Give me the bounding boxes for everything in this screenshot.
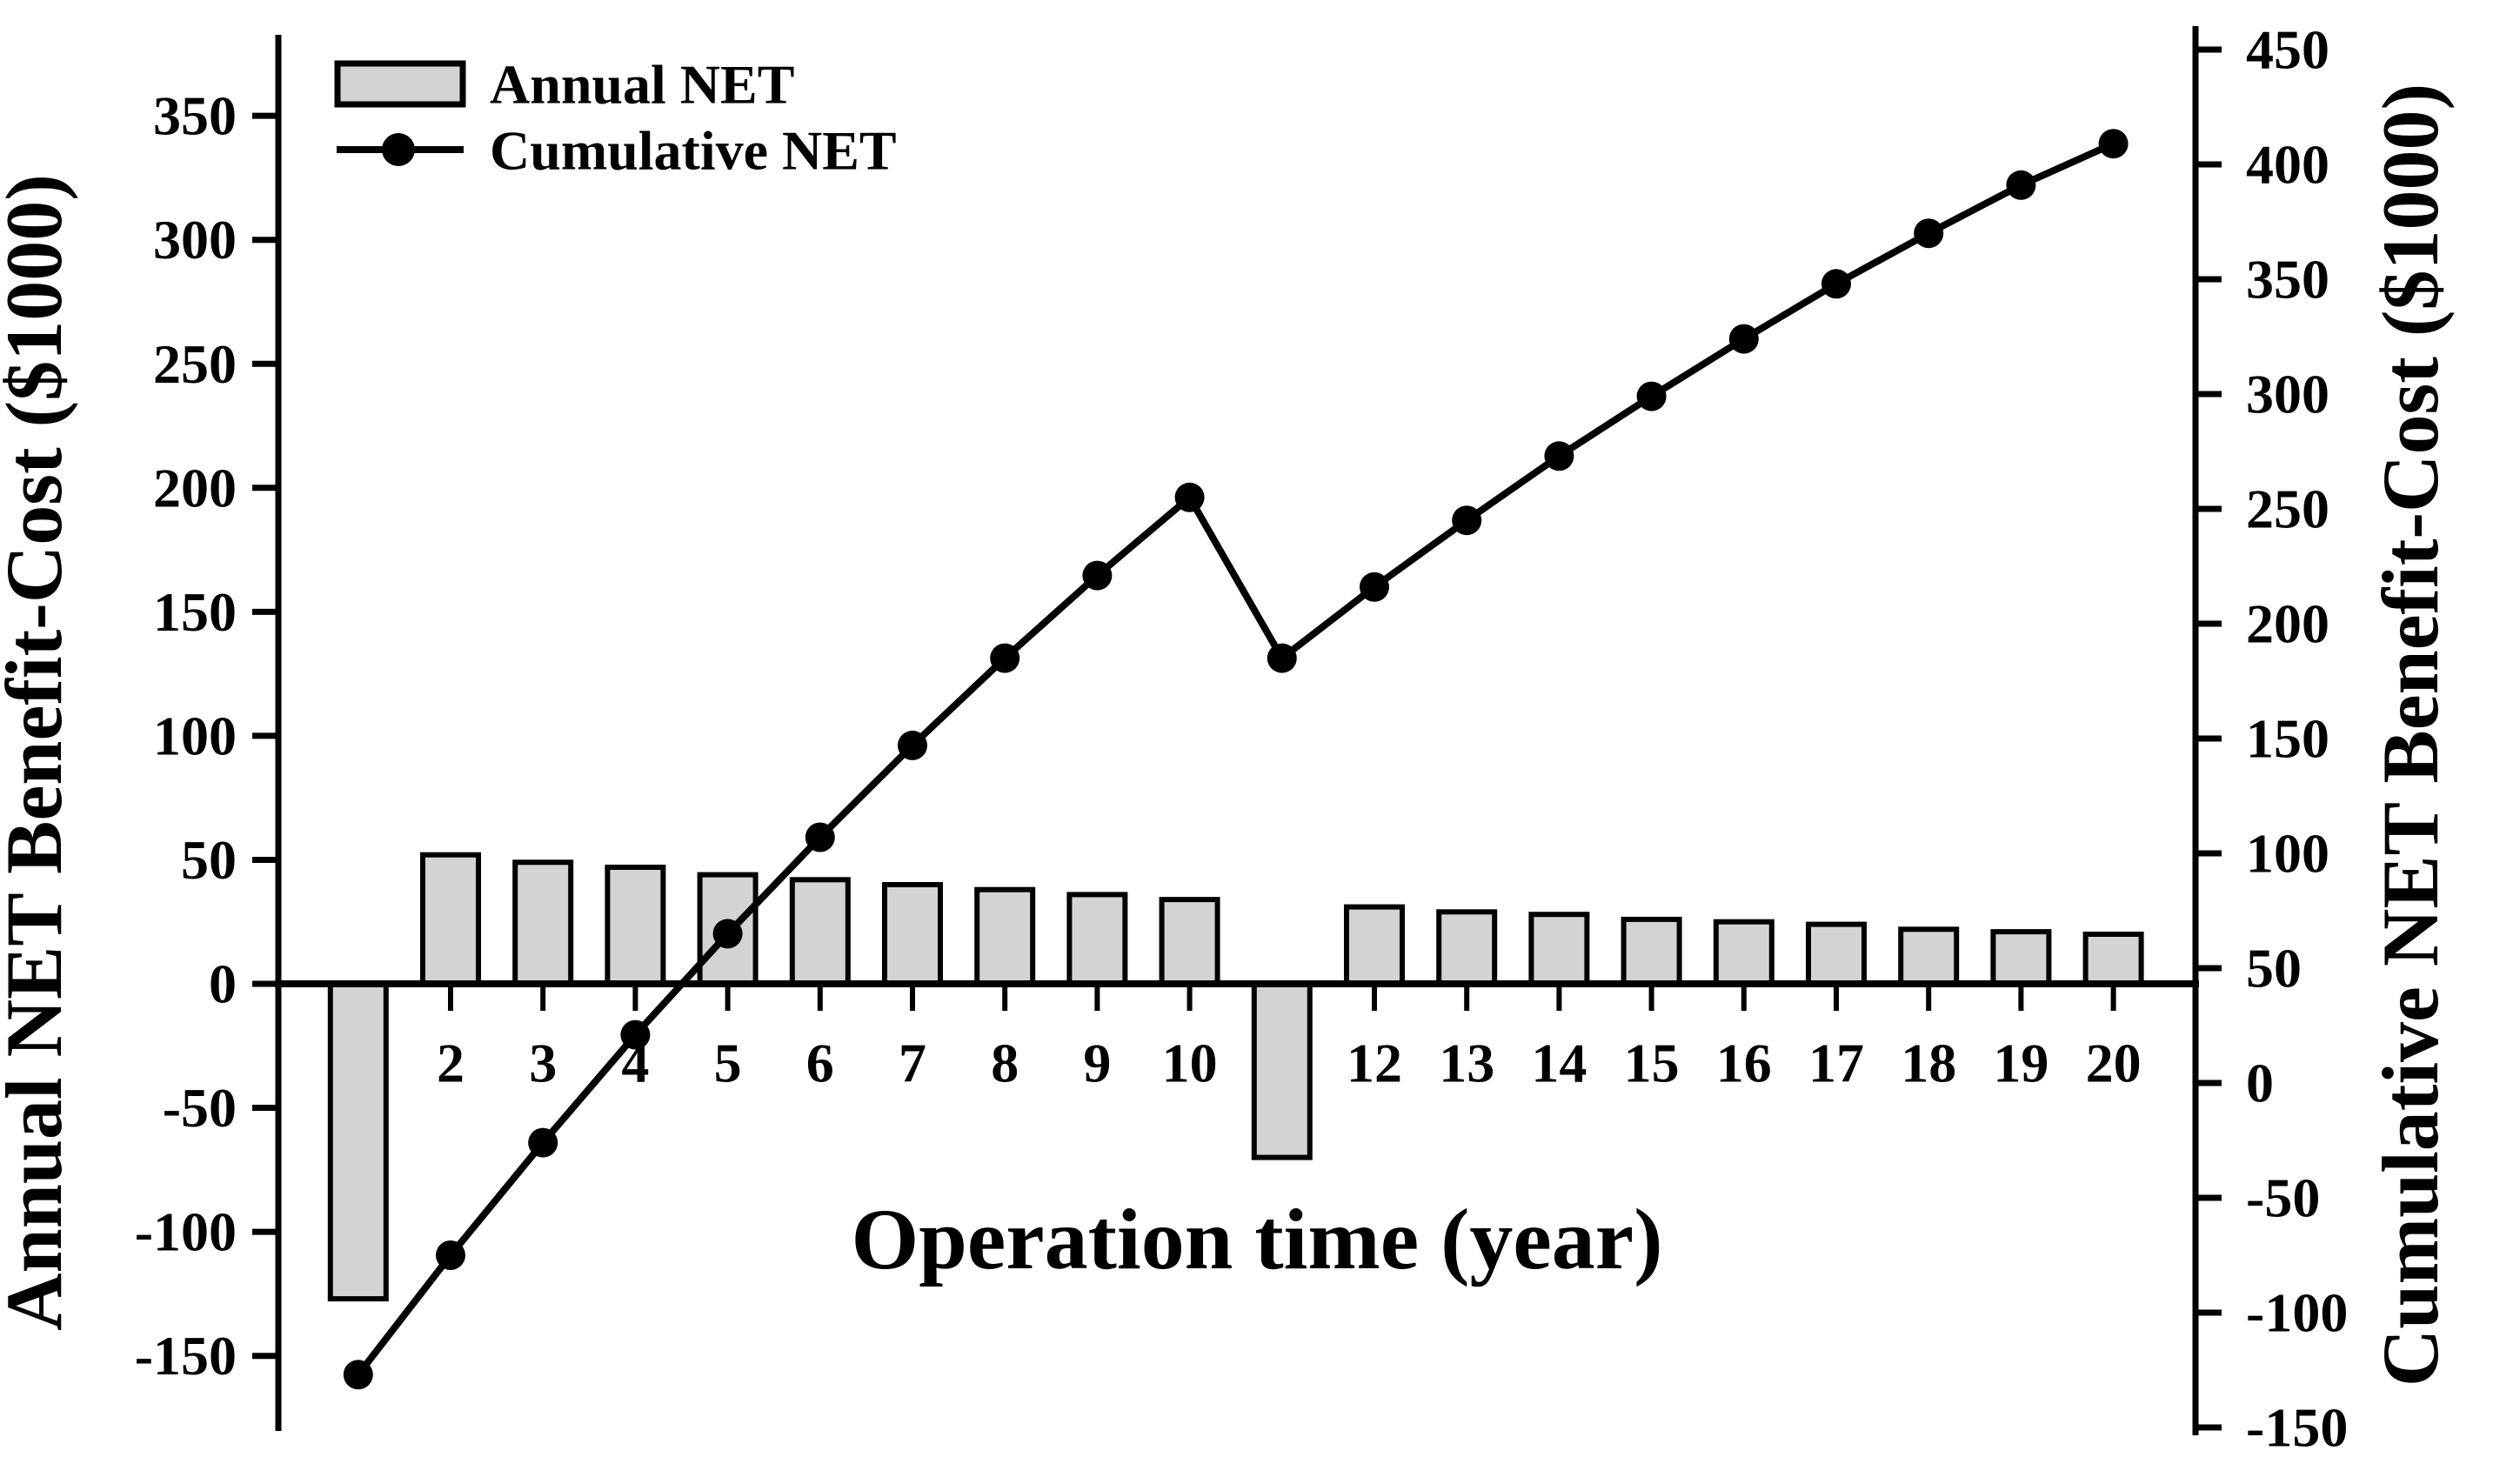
annual-net-bar-year-13 <box>1436 909 1498 987</box>
annual-net-bar-year-4 <box>605 865 666 986</box>
cumulative-net-point-year-16 <box>1728 324 1759 354</box>
annual-net-bar-year-16 <box>1713 919 1775 986</box>
x-tick-label-year-9: 9 <box>1083 1033 1111 1094</box>
cumulative-net-point-year-5 <box>712 919 743 949</box>
left-tick-label-0: 0 <box>209 953 237 1015</box>
cumulative-net-point-year-1 <box>343 1360 373 1390</box>
cumulative-net-point-year-17 <box>1821 269 1851 299</box>
annual-net-bar-year-17 <box>1806 921 1867 986</box>
left-tick-label--100: -100 <box>135 1201 237 1263</box>
x-tick-label-year-3: 3 <box>529 1033 557 1094</box>
cumulative-net-point-year-3 <box>528 1127 558 1158</box>
x-tick-label-year-14: 14 <box>1531 1033 1587 1094</box>
right-tick-label-200: 200 <box>2246 593 2329 655</box>
legend: Annual NET Cumulative NET <box>334 54 897 182</box>
x-tick-label-year-20: 20 <box>2086 1033 2142 1094</box>
right-tick-label-300: 300 <box>2246 364 2329 425</box>
right-tick-label-100: 100 <box>2246 823 2329 885</box>
x-tick-label-year-2: 2 <box>437 1033 465 1094</box>
annual-net-bar-year-3 <box>512 859 574 986</box>
x-tick-label-year-17: 17 <box>1808 1033 1864 1094</box>
left-axis-ticks: 350 300 250 200 150 100 50 0 -50 -100 -150 <box>135 85 278 1387</box>
cumulative-net-point-year-8 <box>990 643 1020 673</box>
cumulative-net-point-year-14 <box>1544 441 1574 471</box>
cumulative-net-line-series <box>343 129 2129 1390</box>
annual-net-bar-year-19 <box>1990 929 2052 986</box>
right-tick-label-450: 450 <box>2246 19 2329 81</box>
left-tick-label-200: 200 <box>153 457 237 518</box>
x-axis-title: Operation time (year) <box>851 1191 1662 1287</box>
left-tick-label--150: -150 <box>135 1325 237 1387</box>
cumulative-net-point-year-7 <box>898 730 927 760</box>
x-tick-label-year-15: 15 <box>1624 1033 1680 1094</box>
annual-net-bar-year-14 <box>1528 912 1590 986</box>
annual-net-bars <box>327 852 2144 1302</box>
cumulative-net-point-year-11 <box>1267 643 1297 673</box>
annual-net-bar-year-8 <box>974 886 1036 987</box>
x-tick-label-year-16: 16 <box>1716 1033 1772 1094</box>
left-tick-label-350: 350 <box>153 85 237 147</box>
annual-net-bar-year-6 <box>789 877 851 986</box>
annual-net-bar-year-11 <box>1251 981 1313 1160</box>
x-tick-label-year-19: 19 <box>1993 1033 2049 1094</box>
annual-net-bar-year-2 <box>420 852 481 987</box>
annual-net-bar-year-7 <box>882 882 943 986</box>
right-tick-label-250: 250 <box>2246 478 2329 540</box>
x-axis-ticks: 2 3 4 5 6 7 8 9 10 12 13 14 15 16 17 18 19 20 <box>437 986 2142 1094</box>
annual-net-bar-year-1 <box>327 981 389 1302</box>
right-axis-ticks: 450 400 350 300 250 200 150 100 50 0 -50 -100 -150 <box>2196 19 2348 1459</box>
cumulative-net-point-year-2 <box>436 1240 465 1270</box>
x-tick-label-year-18: 18 <box>1901 1033 1956 1094</box>
right-tick-label--150: -150 <box>2246 1397 2348 1459</box>
annual-net-bar-year-10 <box>1159 897 1220 986</box>
legend-label-cumulative-net: Cumulative NET <box>490 120 897 182</box>
left-tick-label-150: 150 <box>153 581 237 643</box>
cumulative-net-point-year-12 <box>1360 572 1389 602</box>
left-tick-label-100: 100 <box>153 705 237 766</box>
right-tick-label--50: -50 <box>2246 1167 2320 1229</box>
cumulative-net-point-year-10 <box>1174 482 1205 512</box>
right-tick-label-0: 0 <box>2246 1053 2274 1114</box>
cumulative-net-point-year-19 <box>2006 170 2036 200</box>
annual-net-bar-year-20 <box>2082 932 2144 986</box>
left-tick-label-50: 50 <box>181 829 237 891</box>
x-tick-label-year-10: 10 <box>1162 1033 1218 1094</box>
x-tick-label-year-7: 7 <box>899 1033 926 1094</box>
legend-label-annual-net: Annual NET <box>490 54 794 116</box>
annual-net-bar-year-15 <box>1621 916 1682 987</box>
right-tick-label-150: 150 <box>2246 708 2329 770</box>
left-axis-title: Annual NET Benefit-Cost ($1000) <box>0 174 78 1331</box>
cumulative-net-point-year-4 <box>620 1019 651 1050</box>
cumulative-net-point-year-13 <box>1452 505 1482 536</box>
cumulative-net-point-year-15 <box>1636 381 1667 411</box>
cumulative-net-point-year-20 <box>2098 129 2129 159</box>
x-tick-label-year-5: 5 <box>714 1033 742 1094</box>
right-axis-title: Cumulative NET Benefit-Cost ($1000) <box>2366 84 2455 1387</box>
right-tick-label-50: 50 <box>2246 938 2302 999</box>
cumulative-net-point-year-6 <box>805 822 835 852</box>
left-tick-label-250: 250 <box>153 333 237 395</box>
legend-bar-swatch <box>334 60 466 108</box>
left-tick-label--50: -50 <box>163 1077 237 1139</box>
cumulative-net-point-year-9 <box>1082 560 1113 591</box>
right-tick-label-400: 400 <box>2246 134 2329 196</box>
right-tick-label-350: 350 <box>2246 249 2329 311</box>
annual-net-bar-year-12 <box>1344 904 1405 986</box>
annual-net-bar-year-18 <box>1898 926 1960 987</box>
cumulative-net-polyline <box>355 140 2115 1377</box>
x-tick-label-year-8: 8 <box>991 1033 1019 1094</box>
left-tick-label-300: 300 <box>153 209 237 271</box>
x-tick-label-year-13: 13 <box>1439 1033 1494 1094</box>
x-tick-label-year-12: 12 <box>1347 1033 1402 1094</box>
x-tick-label-year-6: 6 <box>806 1033 834 1094</box>
right-tick-label--100: -100 <box>2246 1282 2348 1344</box>
annual-net-bar-year-9 <box>1066 892 1128 987</box>
cumulative-net-point-year-18 <box>1914 218 1944 249</box>
legend-circle-marker-icon <box>382 133 415 166</box>
